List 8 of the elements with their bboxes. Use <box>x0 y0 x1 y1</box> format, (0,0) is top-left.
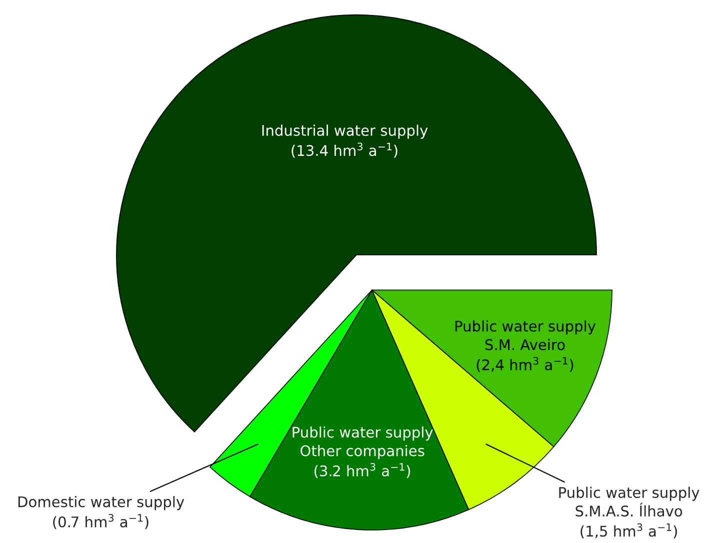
data-label: (2,4 hm$^{3}$ a$^{−1}$) <box>476 356 574 372</box>
slice-label: Industrial water supply <box>262 124 428 139</box>
data-label: (1,5 hm$^{3}$ a$^{−1}$) <box>580 523 677 538</box>
slice-label: Domestic water supply <box>18 496 184 510</box>
data-label: (13.4 hm$^{3}$ a$^{−1}$) <box>292 142 398 158</box>
data-label: (0.7 hm$^{3}$ a$^{−1}$) <box>53 514 148 530</box>
slice-label: Public water supply S.M.A.S. Ílhavo <box>559 486 700 517</box>
data-label: (3.2 hm$^{3}$ a$^{−1}$) <box>314 463 410 478</box>
